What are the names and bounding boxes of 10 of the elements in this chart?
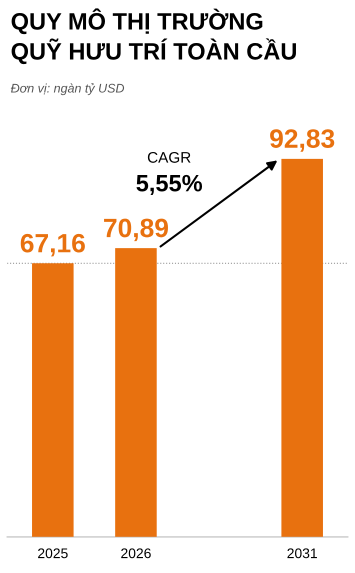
x-tick-label: 2031 (287, 548, 317, 558)
annotation: 5,55% (136, 174, 202, 195)
x-tick-label: 2025 (38, 548, 68, 558)
data-label: 92,83 (270, 129, 334, 152)
data-label: 70,89 (104, 218, 168, 242)
chart-title: QUY MÔ THỊ TRƯỜNG QUỸ HƯU TRÍ TOÀN CẦU (12, 8, 296, 64)
annotation: CAGR (148, 152, 191, 163)
chart-subtitle: Đơn vị: ngàn tỷ USD (10, 83, 124, 96)
data-label: 67,16 (20, 234, 85, 256)
x-tick-label: 2026 (121, 548, 151, 558)
